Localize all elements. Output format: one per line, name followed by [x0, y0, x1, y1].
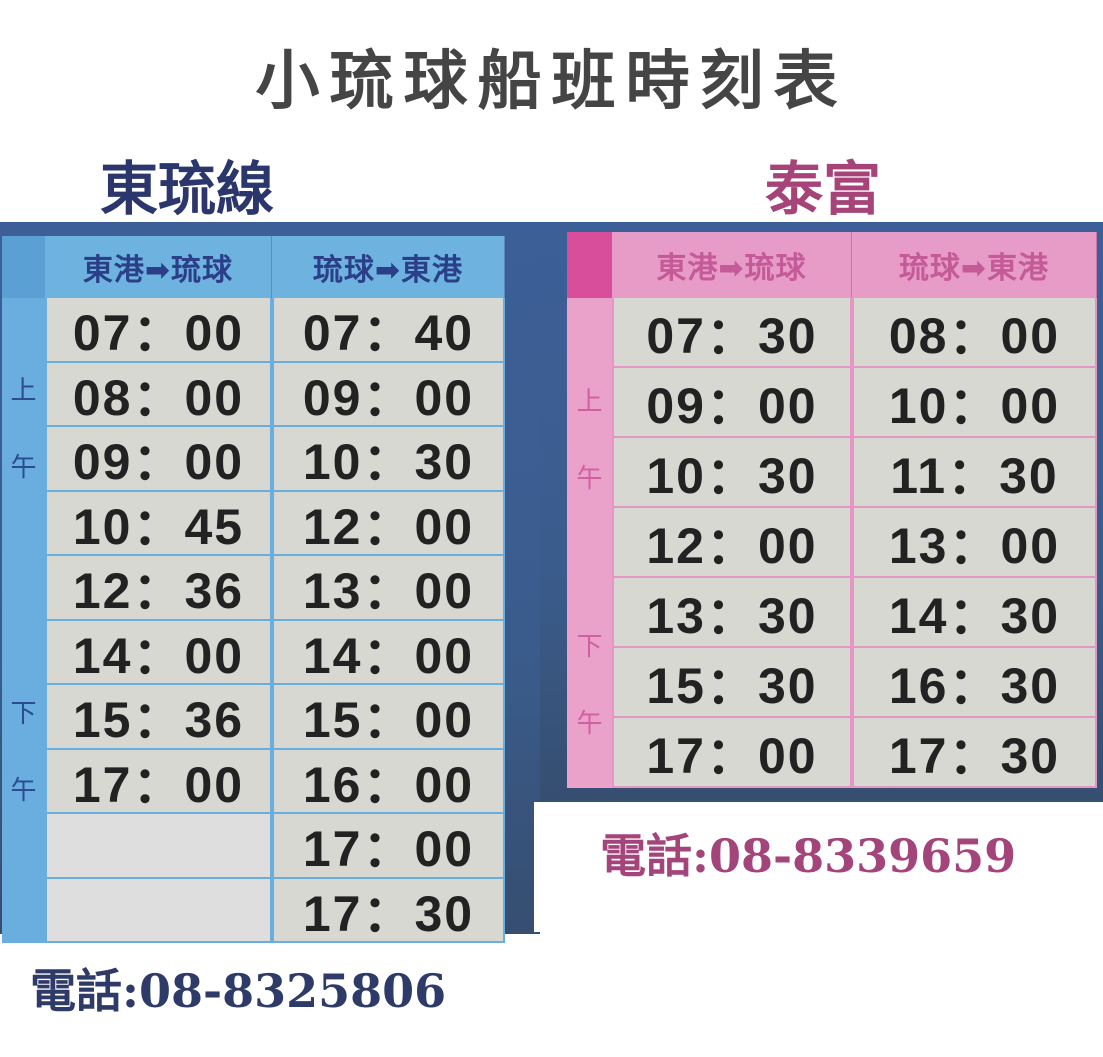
am-label-char: 午 — [10, 453, 37, 483]
time-cell: 14：00 — [45, 620, 272, 685]
column-header: 琉球➡東港 — [272, 236, 505, 298]
time-cell: 07：40 — [272, 298, 505, 363]
time-cell: 15：36 — [45, 685, 272, 750]
time-cell: 13：30 — [612, 578, 852, 648]
pm-label-char: 下 — [576, 632, 603, 662]
time-cell: 12：00 — [272, 491, 505, 556]
time-cell: 09：00 — [45, 427, 272, 492]
taifu-phone-box — [534, 802, 1103, 932]
time-cell — [45, 814, 272, 879]
east-phone: 電話:08-8325806 — [30, 964, 447, 1018]
column-header: 東港➡琉球 — [45, 236, 272, 298]
time-cell: 15：30 — [612, 648, 852, 718]
time-cell: 08：00 — [852, 298, 1097, 368]
time-cell: 14：00 — [272, 620, 505, 685]
time-cell: 17：30 — [852, 718, 1097, 788]
time-cell: 16：00 — [272, 749, 505, 814]
header-corner — [2, 236, 45, 298]
column-header: 琉球➡東港 — [852, 232, 1097, 298]
am-label-char: 上 — [10, 376, 37, 406]
am-label-char: 上 — [576, 387, 603, 417]
taifu-timetable: 東港➡琉球 琉球➡東港上午下午 07：30 08：00 09：00 10：00 10：30 1… — [567, 232, 1097, 788]
am-label-char: 午 — [576, 464, 603, 494]
page-title: 小琉球船班時刻表 — [255, 44, 848, 119]
am-label: 上午 — [567, 298, 612, 578]
time-cell: 09：00 — [272, 362, 505, 427]
time-cell: 17：00 — [45, 749, 272, 814]
am-label: 上午 — [2, 298, 45, 556]
time-cell: 07：30 — [612, 298, 852, 368]
time-cell: 17：30 — [272, 878, 505, 943]
time-cell: 13：00 — [852, 508, 1097, 578]
pm-label: 下午 — [567, 578, 612, 788]
time-cell: 11：30 — [852, 438, 1097, 508]
time-cell: 09：00 — [612, 368, 852, 438]
time-cell: 10：30 — [612, 438, 852, 508]
time-cell: 07：00 — [45, 298, 272, 363]
east-line-name: 東琉線 — [100, 155, 275, 223]
time-cell: 15：00 — [272, 685, 505, 750]
time-cell: 14：30 — [852, 578, 1097, 648]
header-corner — [567, 232, 612, 298]
time-cell: 17：00 — [612, 718, 852, 788]
time-cell: 16：30 — [852, 648, 1097, 718]
taifu-line-name: 泰富 — [765, 155, 882, 223]
pm-label-char: 下 — [10, 698, 37, 729]
pm-label-char: 午 — [576, 709, 603, 739]
time-cell: 10：30 — [272, 427, 505, 492]
time-cell: 10：45 — [45, 491, 272, 556]
time-cell: 17：00 — [272, 814, 505, 879]
time-cell: 13：00 — [272, 556, 505, 621]
east-timetable: 東港➡琉球 琉球➡東港上午下午 07：00 07：40 08：00 09：00 09：00 1… — [2, 236, 505, 943]
pm-label: 下午 — [2, 556, 45, 943]
taifu-phone: 電話:08-8339659 — [600, 829, 1017, 883]
time-cell: 12：36 — [45, 556, 272, 621]
column-header: 東港➡琉球 — [612, 232, 852, 298]
pm-label-char: 午 — [10, 775, 37, 806]
time-cell: 12：00 — [612, 508, 852, 578]
time-cell: 08：00 — [45, 362, 272, 427]
time-cell: 10：00 — [852, 368, 1097, 438]
time-cell — [45, 878, 272, 943]
